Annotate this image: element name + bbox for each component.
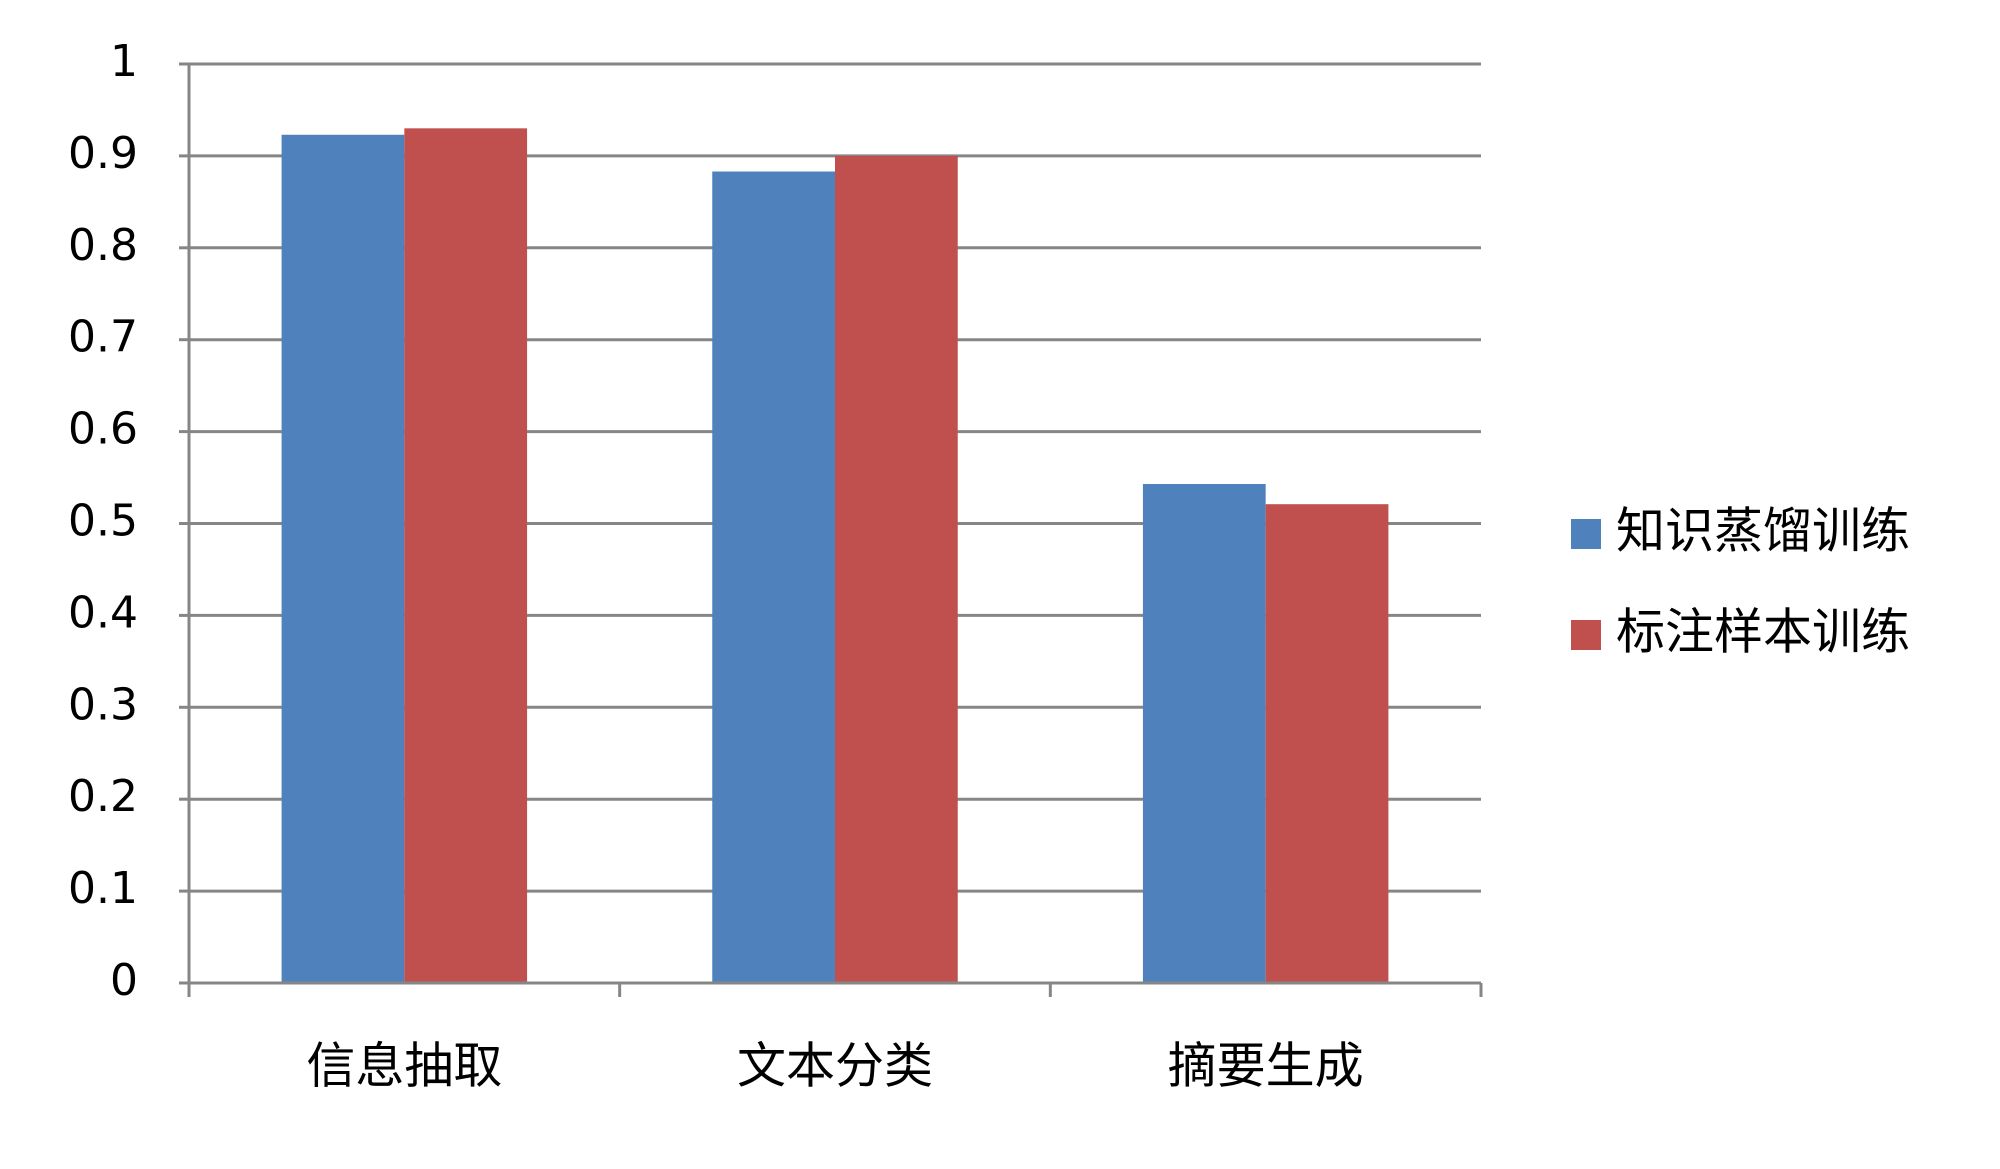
y-tick-label: 0.6 [68,404,138,455]
bar [1142,483,1266,983]
bar [1265,504,1389,983]
y-tick-label: 0.8 [68,220,138,271]
y-tick-label: 0.2 [68,771,138,822]
bar [404,128,528,983]
bar [712,171,835,983]
y-tick-label: 0.4 [68,587,138,638]
y-tick-label: 1 [110,36,138,87]
y-tick-label: 0.1 [68,863,138,914]
y-tick-label: 0 [110,955,138,1006]
y-tick-label: 0.9 [68,128,138,179]
legend-swatch [1571,620,1601,650]
x-tick-label: 信息抽取 [306,1038,502,1095]
x-tick-label: 摘要生成 [1168,1038,1364,1095]
x-tick-label: 文本分类 [737,1038,933,1095]
legend-label: 知识蒸馏训练 [1616,503,1910,560]
y-tick-label: 0.5 [68,496,138,547]
legend-label: 标注样本训练 [1616,604,1910,661]
y-tick-label: 0.3 [68,679,138,730]
legend-swatch [1571,519,1601,549]
bar [835,155,958,983]
y-tick-label: 0.7 [68,312,138,363]
bar [281,134,405,983]
